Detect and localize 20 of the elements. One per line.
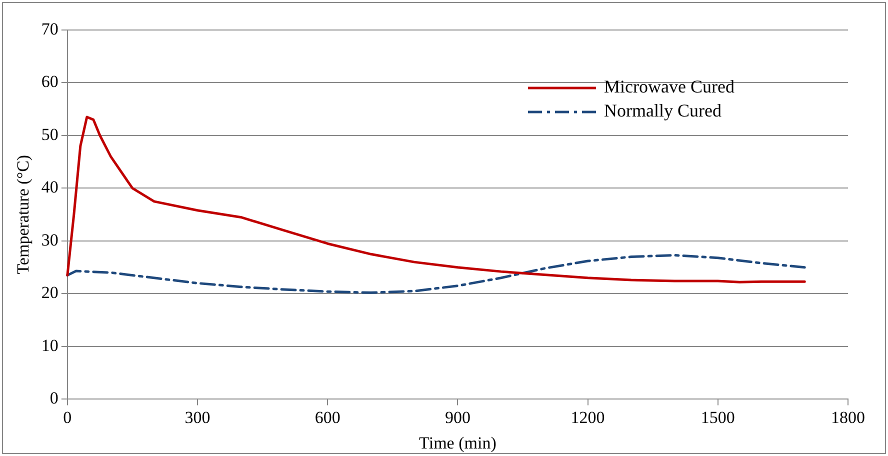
line-series	[66, 254, 806, 294]
x-tick-label: 600	[314, 408, 340, 427]
y-axis-title: Temperature (°C)	[14, 154, 33, 274]
y-tick-label: 40	[41, 178, 58, 197]
x-axis-title: Time (min)	[419, 433, 496, 452]
x-tick-label: 900	[444, 408, 470, 427]
y-tick-label: 70	[41, 19, 58, 38]
x-tick-label: 1200	[570, 408, 605, 427]
y-tick-label: 10	[41, 336, 58, 355]
x-tick-label: 300	[184, 408, 210, 427]
x-tick-label: 1800	[831, 408, 865, 427]
legend-label: Normally Cured	[604, 100, 722, 121]
legend-label: Microwave Cured	[604, 76, 734, 97]
x-tick-label: 0	[63, 408, 72, 427]
y-tick-label: 30	[41, 230, 58, 250]
y-tick-label: 50	[41, 124, 58, 144]
y-tick-label: 20	[41, 283, 58, 302]
y-tick-label: 0	[50, 388, 58, 408]
x-tick-label: 1500	[700, 408, 735, 427]
y-tick-label: 60	[41, 72, 58, 92]
